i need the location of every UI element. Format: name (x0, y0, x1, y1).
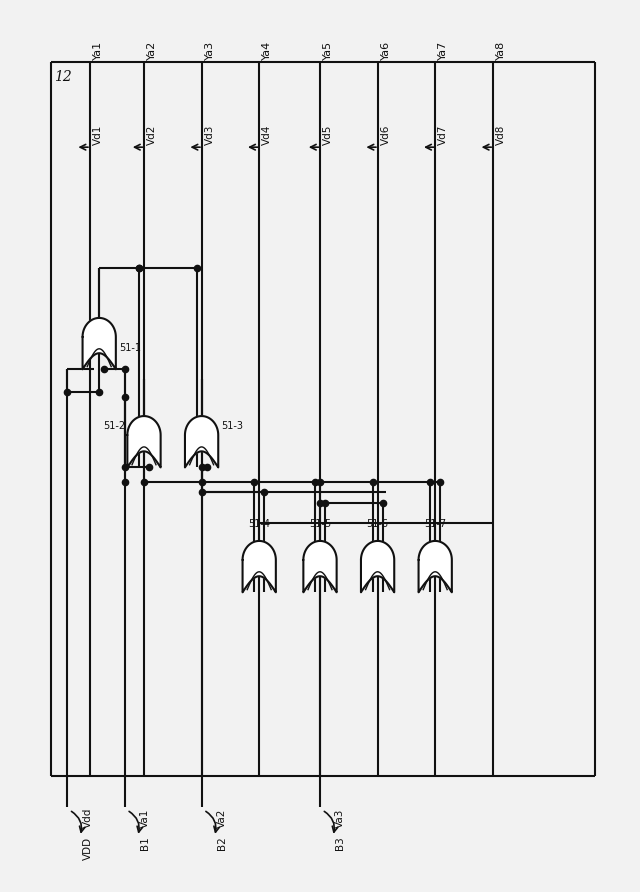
Text: Ya2: Ya2 (147, 40, 157, 60)
Text: 51-3: 51-3 (221, 421, 243, 431)
Polygon shape (243, 541, 276, 592)
Text: Vd4: Vd4 (262, 124, 273, 145)
Text: Ya6: Ya6 (381, 41, 391, 60)
Text: Vd6: Vd6 (381, 124, 391, 145)
Text: Va1: Va1 (140, 808, 150, 828)
Text: Ya5: Ya5 (323, 41, 333, 60)
Text: Ya1: Ya1 (93, 41, 103, 60)
Polygon shape (83, 318, 116, 369)
Text: Va3: Va3 (335, 808, 346, 828)
Polygon shape (127, 416, 161, 467)
Text: VDD: VDD (83, 837, 93, 860)
Text: 51-1: 51-1 (119, 343, 141, 353)
Text: Vd2: Vd2 (147, 124, 157, 145)
Text: 51-2: 51-2 (103, 421, 125, 431)
Text: 51-4: 51-4 (248, 519, 270, 529)
Text: Vd1: Vd1 (93, 124, 103, 145)
Text: 12: 12 (54, 70, 72, 84)
Text: B2: B2 (217, 837, 227, 850)
Polygon shape (185, 416, 218, 467)
Text: B3: B3 (335, 837, 346, 850)
Text: Vdd: Vdd (83, 807, 93, 828)
Text: Va2: Va2 (217, 808, 227, 828)
Text: 51-5: 51-5 (309, 519, 331, 529)
Text: Ya3: Ya3 (205, 41, 215, 60)
Text: Vd5: Vd5 (323, 124, 333, 145)
Text: Vd8: Vd8 (496, 124, 506, 145)
Text: Vd7: Vd7 (438, 124, 449, 145)
Text: 51-7: 51-7 (424, 519, 446, 529)
Polygon shape (419, 541, 452, 592)
Text: Ya8: Ya8 (496, 40, 506, 60)
Text: Ya7: Ya7 (438, 40, 449, 60)
Text: B1: B1 (140, 837, 150, 850)
Polygon shape (303, 541, 337, 592)
Text: Vd3: Vd3 (205, 124, 215, 145)
Text: 51-6: 51-6 (367, 519, 388, 529)
Polygon shape (361, 541, 394, 592)
Text: Ya4: Ya4 (262, 40, 273, 60)
